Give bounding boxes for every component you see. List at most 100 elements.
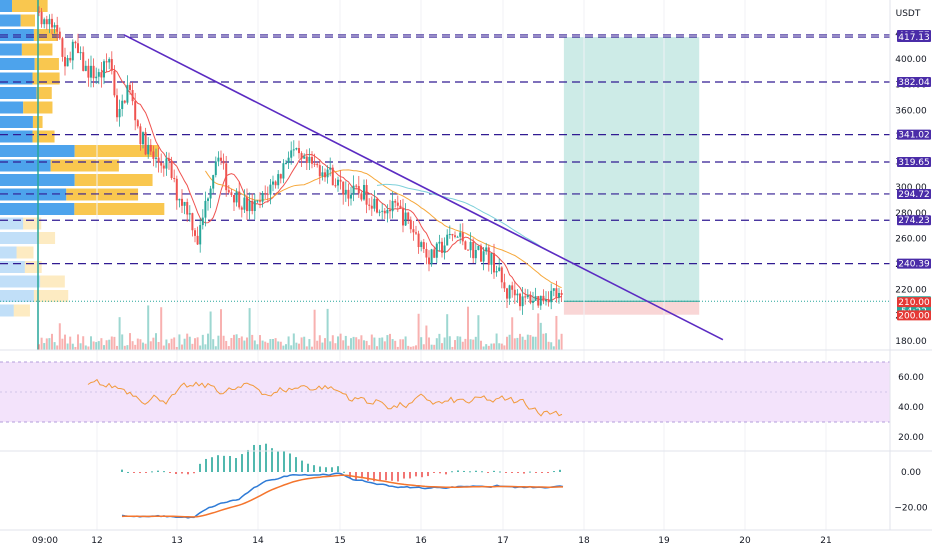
macd-histogram-bar	[217, 455, 219, 472]
candle-body	[402, 208, 404, 226]
candle-body	[503, 282, 506, 289]
volume-bar	[188, 336, 191, 350]
macd-histogram-bar	[541, 472, 543, 473]
volume-bar	[175, 346, 178, 350]
candle-body	[279, 174, 282, 179]
candle-body	[305, 156, 308, 164]
candle-body	[456, 236, 459, 238]
volume-bar	[79, 343, 82, 350]
macd-histogram-bar	[481, 471, 483, 473]
macd-histogram-bar	[559, 469, 561, 472]
candle-body	[493, 253, 495, 273]
volume-bar	[165, 339, 168, 350]
volume-bar	[383, 341, 386, 350]
macd-histogram-bar	[415, 472, 417, 477]
volume-bar	[298, 343, 300, 350]
candle-body	[425, 248, 428, 258]
candle-body	[240, 207, 243, 210]
candle-body	[529, 295, 532, 303]
volume-bar	[287, 336, 290, 350]
volume-bar	[415, 345, 417, 350]
macd-histogram-bar	[229, 455, 231, 472]
volume-bar	[435, 338, 438, 350]
volume-profile-down	[24, 261, 42, 273]
price-tag-label: 200.00	[898, 311, 930, 321]
candle-body	[331, 167, 334, 186]
volume-bar	[321, 342, 324, 350]
candle-body	[311, 156, 313, 164]
candle-body	[217, 157, 220, 162]
candle-body	[472, 241, 475, 259]
volume-bar	[519, 333, 521, 350]
candle-body	[539, 295, 542, 306]
candle-body	[264, 193, 267, 195]
volume-profile-down	[66, 188, 139, 201]
candle-body	[459, 232, 462, 237]
candle-body	[428, 257, 430, 265]
candle-body	[524, 296, 527, 298]
candle-body	[415, 232, 417, 234]
candle-body	[87, 65, 90, 78]
candle-body	[321, 172, 324, 177]
volume-bar	[121, 334, 124, 350]
volume-bar	[451, 346, 454, 350]
volume-bar	[461, 341, 464, 350]
candle-body	[441, 241, 443, 253]
candle-body	[51, 18, 53, 28]
candle-body	[412, 229, 415, 233]
macd-histogram-bar	[367, 472, 369, 481]
volume-profile-down	[50, 159, 119, 172]
time-axis[interactable]: 09:00 12 13 14 15 16 17 18 19 20 21	[32, 536, 832, 546]
candle-body	[214, 161, 217, 176]
macd-histogram-bar	[235, 458, 237, 472]
candle-body	[186, 201, 189, 215]
volume-bar	[295, 342, 298, 350]
macd-histogram-bar	[427, 472, 429, 477]
volume-bar	[357, 339, 360, 350]
price-tag-box	[897, 77, 931, 88]
volume-bar	[69, 336, 72, 350]
volume-bar	[181, 344, 183, 350]
trendline[interactable]	[123, 34, 724, 341]
volume-bar	[373, 337, 376, 350]
rsi-tick-label: 40.00	[898, 403, 924, 413]
candle-body	[248, 200, 251, 212]
volume-bar	[352, 336, 355, 350]
candle-body	[126, 84, 129, 103]
candle-body	[230, 192, 233, 195]
volume-bar	[108, 339, 111, 350]
macd-histogram-bar	[361, 472, 363, 479]
macd-histogram-bar	[553, 471, 555, 473]
macd-pane	[121, 443, 564, 519]
volume-bar	[183, 338, 186, 350]
macd-histogram-bar	[373, 472, 375, 482]
candle-body	[316, 163, 319, 166]
volume-profile-up	[0, 232, 38, 244]
candle-body	[123, 100, 126, 103]
volume-bar	[227, 346, 230, 350]
volume-bar	[266, 342, 269, 350]
volume-bar	[217, 335, 220, 350]
volume-bar	[513, 338, 516, 350]
macd-histogram-bar	[445, 472, 447, 475]
candle-body	[409, 219, 412, 230]
volume-bar	[220, 309, 222, 350]
volume-bar	[402, 339, 404, 350]
candle-body	[360, 193, 363, 200]
volume-profile-down	[34, 58, 59, 70]
macd-histogram-bar	[547, 472, 549, 473]
volume-bar	[74, 346, 77, 350]
price-tags: 418.77417.13382.04341.02319.65294.72274.…	[897, 29, 931, 321]
volume-bar	[45, 338, 48, 350]
volume-bar	[149, 341, 152, 350]
horizontal-levels	[0, 34, 890, 265]
volume-bar	[516, 337, 519, 350]
candle-body	[181, 198, 183, 206]
volume-profile-up	[0, 290, 34, 302]
volume-bar	[378, 337, 381, 350]
candle-body	[357, 186, 360, 194]
volume-bar	[264, 341, 267, 350]
volume-bar	[43, 343, 46, 350]
volume-bar	[493, 343, 495, 350]
